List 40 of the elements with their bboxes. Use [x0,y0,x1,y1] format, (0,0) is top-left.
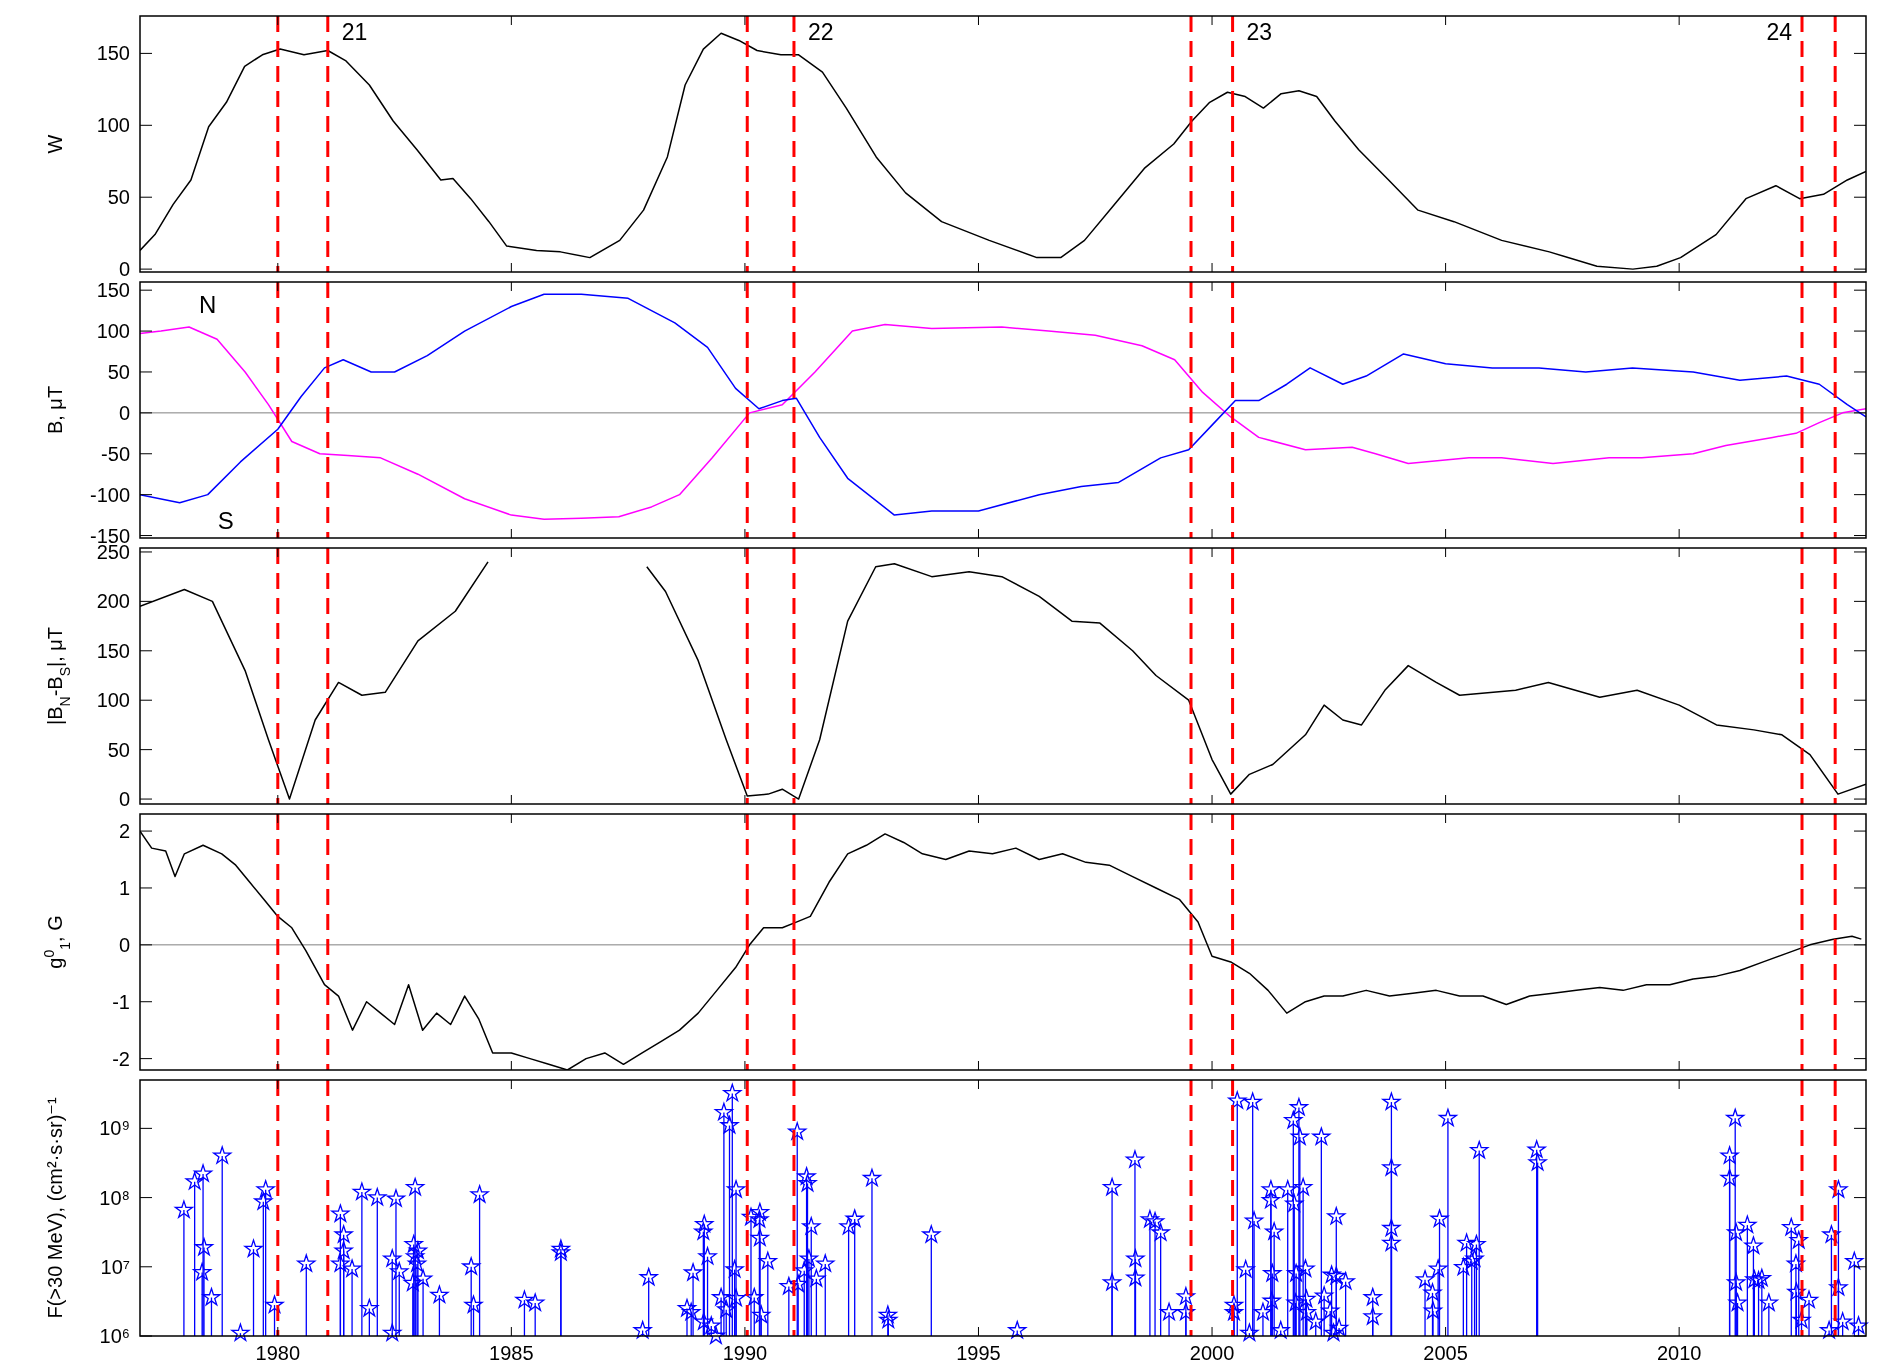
y-tick-label: -1 [112,990,130,1013]
annotation: 21 [341,19,368,45]
y-tick-label: 50 [107,738,130,761]
y-tick-label: 0 [118,788,130,811]
annotation: 23 [1246,19,1273,45]
y-tick-label: 50 [107,360,130,383]
y-axis-title: B, μT [44,385,66,435]
x-tick-label: 1980 [255,1342,301,1364]
y-tick-label: 150 [96,639,130,662]
y-tick-label: 200 [96,590,130,613]
y-tick-label: 10⁷ [100,1255,130,1278]
y-tick-label: 1 [118,876,130,899]
y-axis-title: F(>30 MeV), (cm²·s·sr)⁻¹ [44,1097,66,1319]
series-label: S [217,506,234,534]
x-tick-label: 2005 [1423,1342,1468,1364]
y-tick-label: 150 [96,42,130,65]
series-label: N [199,290,217,318]
x-tick-label: 1990 [722,1342,768,1364]
y-tick-label: 100 [96,689,130,712]
y-tick-label: 100 [96,320,130,343]
x-tick-label: 2010 [1656,1342,1702,1364]
annotation: 24 [1766,19,1793,45]
y-tick-label: 10⁶ [99,1325,130,1347]
y-tick-label: 0 [118,933,130,956]
y-tick-label: -2 [112,1047,130,1070]
y-tick-label: -50 [101,442,130,465]
y-tick-label: 100 [96,114,130,137]
y-tick-label: 0 [118,258,130,281]
y-tick-label: 0 [118,401,130,424]
x-tick-label: 1985 [489,1342,534,1364]
y-tick-label: 2 [118,820,130,843]
y-tick-label: 50 [107,186,130,209]
y-tick-label: -100 [89,483,130,506]
y-tick-label: 10⁹ [99,1117,130,1140]
annotation: 22 [807,19,834,45]
y-tick-label: 150 [96,279,130,302]
x-tick-label: 2000 [1189,1342,1235,1364]
y-axis-title: W [44,134,66,154]
y-tick-label: 10⁸ [99,1186,130,1209]
x-tick-label: 1995 [956,1342,1001,1364]
